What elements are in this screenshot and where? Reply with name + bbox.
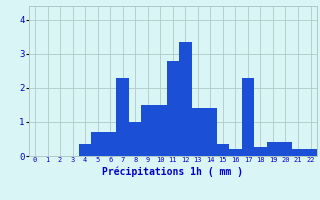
Bar bbox=[279, 142, 292, 156]
Bar bbox=[92, 132, 104, 156]
Bar bbox=[129, 122, 141, 156]
Bar bbox=[242, 78, 254, 156]
Bar bbox=[79, 144, 92, 156]
Bar bbox=[267, 142, 279, 156]
Bar bbox=[192, 108, 204, 156]
X-axis label: Précipitations 1h ( mm ): Précipitations 1h ( mm ) bbox=[102, 166, 243, 177]
Bar bbox=[104, 132, 116, 156]
Bar bbox=[166, 61, 179, 156]
Bar bbox=[217, 144, 229, 156]
Bar bbox=[254, 147, 267, 156]
Bar bbox=[229, 149, 242, 156]
Bar bbox=[304, 149, 317, 156]
Bar bbox=[179, 42, 192, 156]
Bar bbox=[204, 108, 217, 156]
Bar bbox=[141, 105, 154, 156]
Bar bbox=[292, 149, 304, 156]
Bar bbox=[154, 105, 166, 156]
Bar bbox=[116, 78, 129, 156]
